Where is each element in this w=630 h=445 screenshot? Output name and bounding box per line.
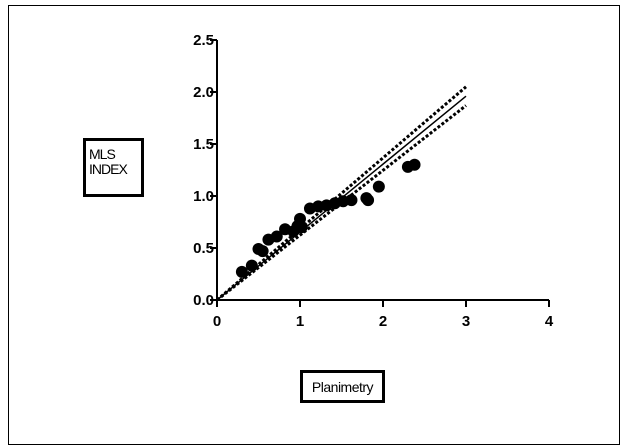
data-point xyxy=(270,230,283,243)
x-tick-label: 2 xyxy=(379,313,387,330)
tick-labels: 0 1 2 3 4 0.0 0.5 1.0 1.5 2.0 2.5 xyxy=(193,32,554,330)
data-points xyxy=(235,158,421,278)
y-axis-label: MLS INDEX xyxy=(83,138,144,197)
x-axis-label: Planimetry xyxy=(300,370,385,403)
data-point xyxy=(362,194,375,207)
data-point xyxy=(372,180,385,193)
y-tick-label: 0.0 xyxy=(193,292,214,309)
data-point xyxy=(235,265,248,278)
y-tick-label: 1.5 xyxy=(193,136,214,153)
y-tick-label: 2.0 xyxy=(193,84,214,101)
data-point xyxy=(408,158,421,171)
data-point xyxy=(295,221,308,234)
y-tick-label: 1.0 xyxy=(193,188,214,205)
data-point xyxy=(256,245,269,258)
data-point xyxy=(345,194,358,207)
y-tick-label: 0.5 xyxy=(193,240,214,257)
x-tick-label: 3 xyxy=(462,313,470,330)
y-tick-label: 2.5 xyxy=(193,32,214,49)
y-axis-label-line-1: MLS xyxy=(89,146,116,162)
scatter-plot: 0 1 2 3 4 0.0 0.5 1.0 1.5 2.0 2.5 xyxy=(193,32,554,330)
x-tick-label: 4 xyxy=(545,313,554,330)
x-tick-label: 1 xyxy=(296,313,304,330)
x-tick-label: 0 xyxy=(213,313,221,330)
data-point xyxy=(245,259,258,272)
y-axis-label-line-2: INDEX xyxy=(89,161,128,177)
ticks xyxy=(210,39,550,307)
